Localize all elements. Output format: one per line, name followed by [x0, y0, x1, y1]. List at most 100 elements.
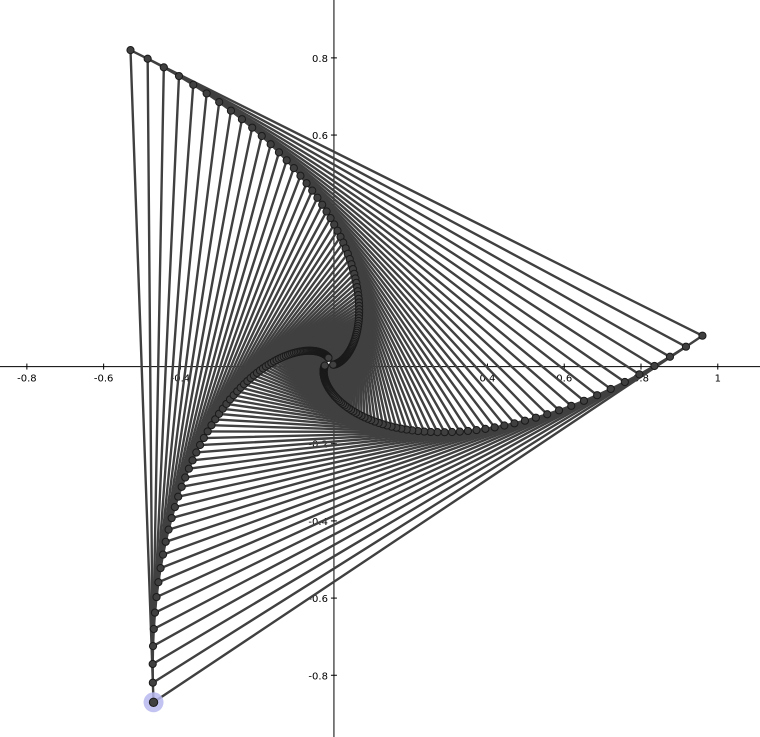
spiral-segment [250, 126, 573, 408]
x-tick-label: -0.8 [17, 374, 37, 385]
spiral-segment [205, 92, 627, 384]
spiral-segment [170, 151, 281, 520]
y-tick-label: -0.6 [308, 594, 328, 605]
spiral-point[interactable] [150, 608, 160, 617]
spiral-segment [161, 404, 573, 556]
spiral-point[interactable] [329, 360, 338, 369]
spiral-point[interactable] [148, 641, 158, 651]
spiral-point[interactable] [192, 448, 201, 457]
spiral-points [126, 46, 707, 707]
spiral-point[interactable] [170, 503, 179, 512]
spiral-segment [192, 83, 641, 376]
spiral-point[interactable] [161, 537, 170, 546]
spiral-point[interactable] [189, 80, 198, 89]
spiral-segment [161, 126, 254, 556]
spiral-point[interactable] [593, 391, 602, 400]
spiral-point[interactable] [447, 427, 457, 437]
spiral-point[interactable] [174, 71, 184, 81]
spiral-point[interactable] [296, 171, 305, 180]
spiral-point[interactable] [698, 331, 707, 340]
spiral-point[interactable] [156, 563, 165, 573]
spiral-point[interactable] [184, 464, 193, 473]
spiral-point[interactable] [490, 423, 499, 432]
spiral-point[interactable] [207, 421, 216, 430]
spiral-point[interactable] [326, 214, 335, 223]
spiral-point[interactable] [579, 396, 589, 405]
spiral-segment [167, 413, 549, 531]
spiral-point[interactable] [531, 413, 540, 422]
spiral-point[interactable] [330, 220, 339, 229]
spiral-point[interactable] [237, 115, 247, 124]
spiral-point[interactable] [152, 592, 161, 602]
spiral-point[interactable] [313, 193, 322, 202]
spiral-point[interactable] [567, 401, 576, 410]
spiral-point[interactable] [266, 140, 275, 149]
spiral-point[interactable] [257, 131, 266, 141]
spiral-point[interactable] [159, 63, 168, 72]
spiral-point[interactable] [188, 456, 197, 465]
spiral-point[interactable] [481, 424, 490, 433]
spiral-segment [152, 83, 195, 631]
spiral-point[interactable] [635, 370, 644, 379]
spiral-point[interactable] [202, 89, 211, 98]
spiral-point[interactable] [164, 525, 173, 534]
spiral-segment [129, 48, 704, 337]
spiral-point[interactable] [543, 410, 552, 419]
spiral-point[interactable] [167, 513, 176, 523]
spiral-point[interactable] [289, 164, 298, 173]
spiral-point[interactable] [681, 342, 691, 351]
spiral-point[interactable] [620, 377, 629, 387]
spiral-point[interactable] [149, 624, 158, 634]
selected-point[interactable] [148, 697, 159, 707]
spiral-point[interactable] [177, 482, 186, 491]
spiral-point[interactable] [308, 186, 317, 195]
spiral-point[interactable] [158, 550, 168, 559]
spiral-point[interactable] [500, 421, 509, 430]
spiral-point[interactable] [174, 492, 183, 501]
spiral-point[interactable] [440, 428, 449, 437]
spiral-point[interactable] [148, 678, 157, 687]
spiral-point[interactable] [143, 54, 152, 63]
spiral-point[interactable] [215, 97, 224, 107]
spiral-point[interactable] [606, 384, 615, 394]
spiral-segment [152, 373, 641, 631]
spiral-point[interactable] [203, 427, 212, 436]
spiral-point[interactable] [154, 578, 163, 587]
spiral-point[interactable] [320, 361, 329, 370]
x-tick-label: -0.6 [94, 374, 114, 385]
spiral-segment [159, 399, 586, 570]
y-tick-label: -0.2 [308, 440, 328, 451]
spiral-point[interactable] [302, 179, 311, 188]
spiral-point[interactable] [433, 428, 442, 437]
spiral-point[interactable] [455, 427, 464, 436]
spiral-point[interactable] [274, 148, 284, 157]
x-tick-label: 1 [715, 374, 721, 385]
spiral-point[interactable] [322, 207, 331, 216]
spiral-point[interactable] [554, 406, 564, 415]
spiral-point[interactable] [510, 419, 519, 428]
spiral-point[interactable] [324, 353, 333, 362]
spiral-point[interactable] [126, 46, 135, 55]
spiral-segment [151, 355, 672, 666]
spiral-point[interactable] [148, 659, 157, 669]
spiral-segment [167, 143, 272, 531]
spiral-segment [157, 109, 233, 584]
y-tick-label: 0.6 [312, 131, 328, 142]
spiral-point[interactable] [650, 361, 659, 371]
spiral-point[interactable] [318, 200, 327, 209]
spiral-point[interactable] [181, 473, 190, 482]
spiral-point[interactable] [520, 416, 530, 425]
spiral-point[interactable] [211, 415, 220, 424]
spiral-point[interactable] [472, 425, 481, 435]
spiral-point[interactable] [199, 433, 209, 443]
spiral-point[interactable] [226, 106, 236, 115]
spiral-point[interactable] [196, 440, 205, 450]
spiral-point[interactable] [665, 352, 675, 361]
spiral-segment [159, 118, 244, 570]
spiral-point[interactable] [282, 156, 291, 165]
spiral-segment [269, 143, 549, 416]
spiral-point[interactable] [248, 123, 257, 132]
spiral-point[interactable] [463, 426, 473, 436]
spiral-segment [177, 74, 656, 368]
